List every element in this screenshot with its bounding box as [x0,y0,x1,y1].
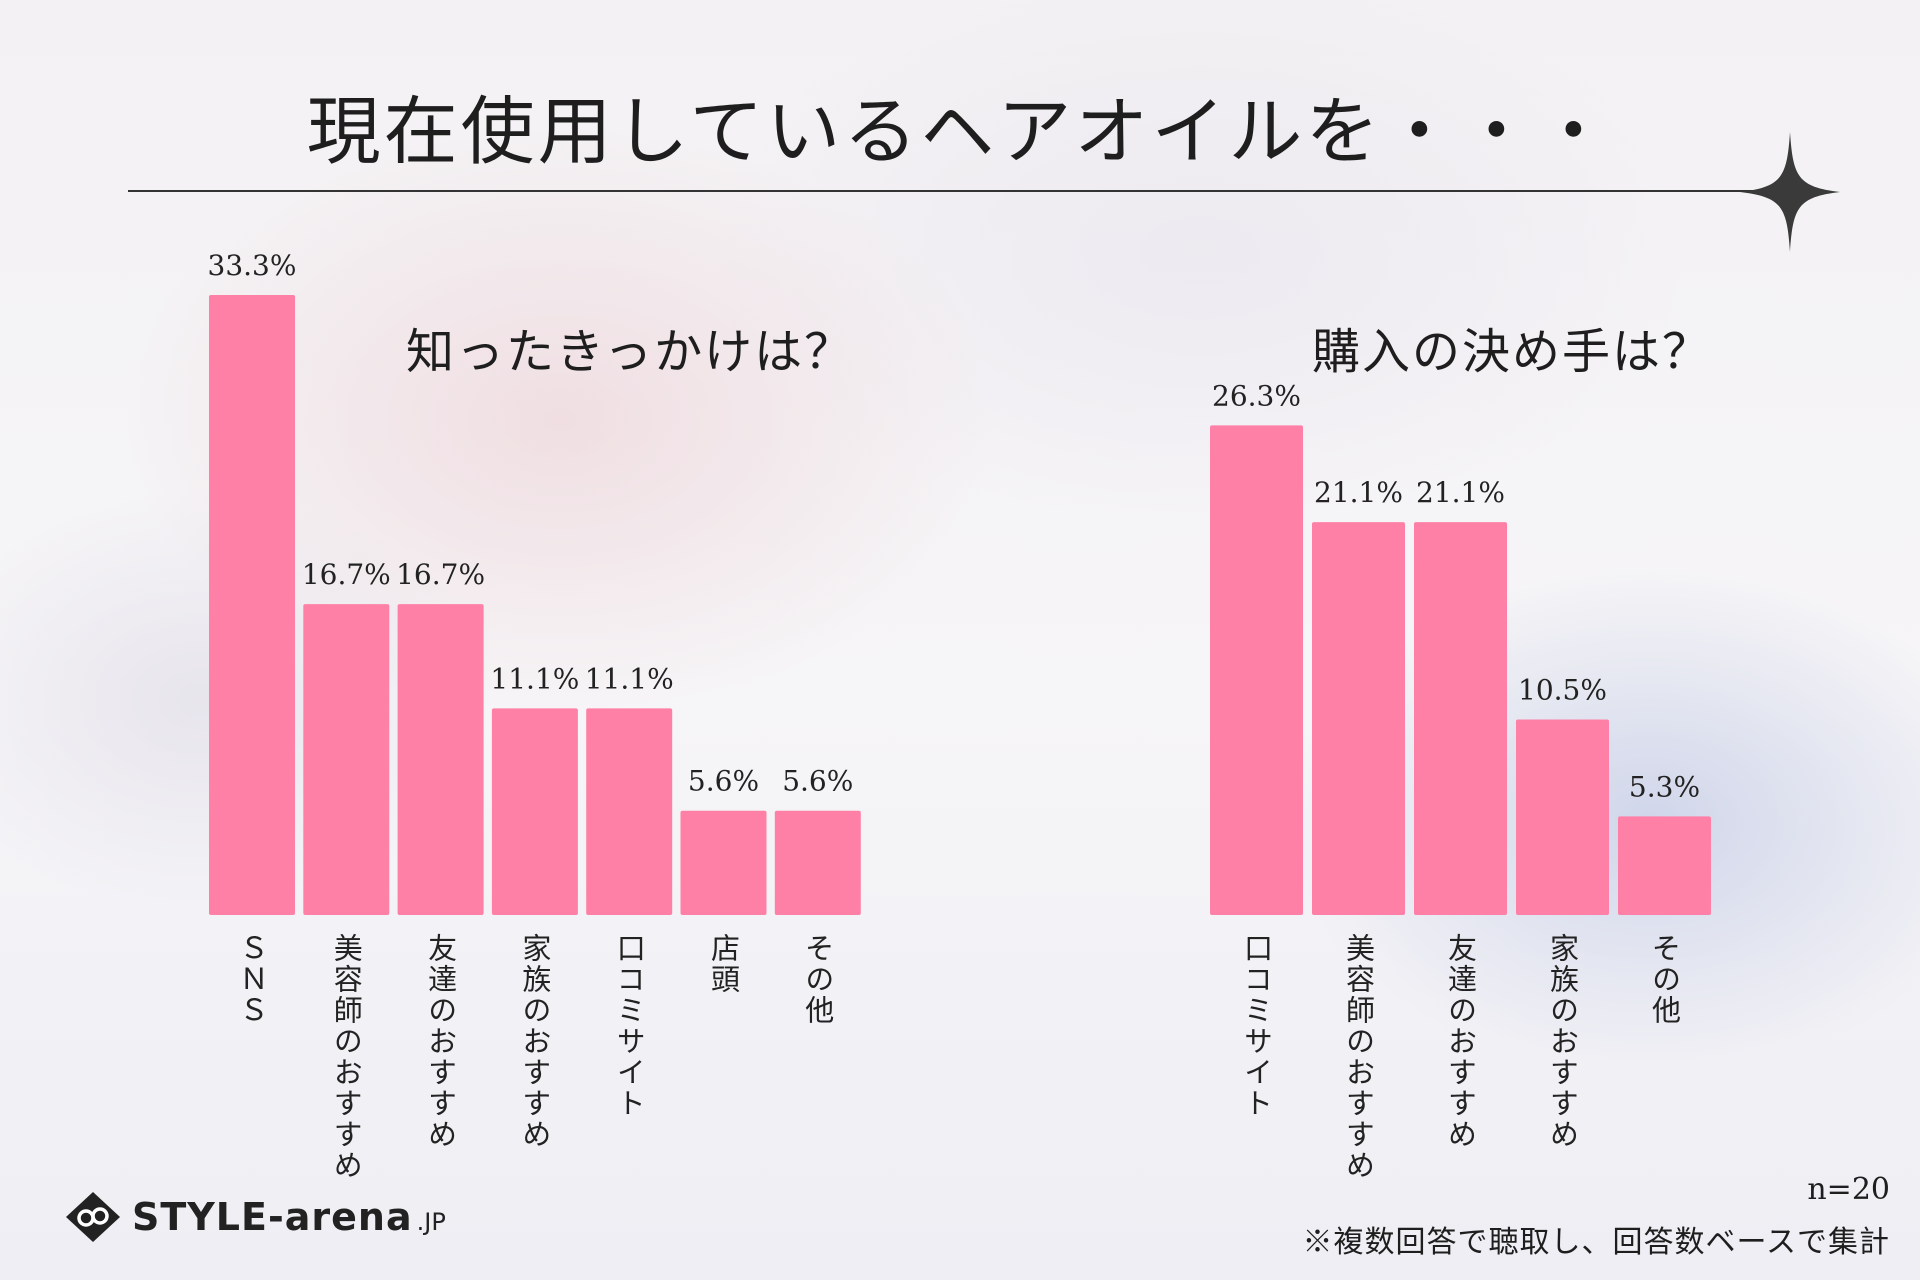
bar-1 [209,295,295,915]
value-label: 16.7% [302,558,391,591]
chart-right-title: 購入の決め手は？ [1312,324,1713,380]
bar-2 [303,604,390,915]
sample-size: n=20 [1807,1172,1890,1207]
category-label: 家族のおすすめ [518,933,552,1150]
category-label: 美容師のおすすめ [1342,933,1376,1181]
bar-5 [1618,816,1711,915]
value-label: 5.6% [688,765,759,798]
category-label: 口コミサイト [1240,933,1274,1119]
value-label: 21.1% [1314,476,1403,509]
bar-5 [586,708,673,915]
page-title: 現在使用しているヘアオイルを・・・ [306,89,1614,175]
chart-left-title: 知ったきっかけは？ [406,324,855,380]
value-label: 5.3% [1629,770,1700,803]
bar-3 [397,604,484,915]
bar-2 [1312,522,1405,915]
category-label: 美容師のおすすめ [329,933,363,1181]
sparkle-icon [1740,132,1840,252]
bar-4 [491,708,578,915]
category-label: ＳＮＳ [235,933,269,1026]
category-label: 店頭 [707,933,741,995]
logo-text: STYLE-arena [132,1195,413,1239]
bar-6 [680,810,767,915]
value-label: 11.1% [585,662,674,695]
value-label: 16.7% [396,558,485,591]
bar-1 [1210,425,1303,915]
category-label: その他 [801,933,835,1026]
value-label: 26.3% [1212,379,1301,412]
title-divider [128,190,1808,192]
bar-3 [1414,522,1507,915]
bar-7 [774,810,861,915]
value-label: 5.6% [782,765,853,798]
category-label: 家族のおすすめ [1546,933,1580,1150]
category-label: 友達のおすすめ [424,933,458,1150]
value-label: 21.1% [1416,476,1505,509]
category-label: その他 [1648,933,1682,1026]
logo-mark-icon [66,1192,120,1242]
brand-logo: STYLE-arena .JP [64,1190,446,1244]
value-label: 11.1% [490,662,579,695]
value-label: 33.3% [208,249,297,282]
logo-suffix: .JP [416,1208,446,1236]
value-label: 10.5% [1518,674,1607,707]
bar-4 [1516,719,1609,915]
category-label: 口コミサイト [612,933,646,1119]
footnote: ※複数回答で聴取し、回答数ベースで集計 [1302,1225,1890,1260]
category-label: 友達のおすすめ [1444,933,1478,1150]
